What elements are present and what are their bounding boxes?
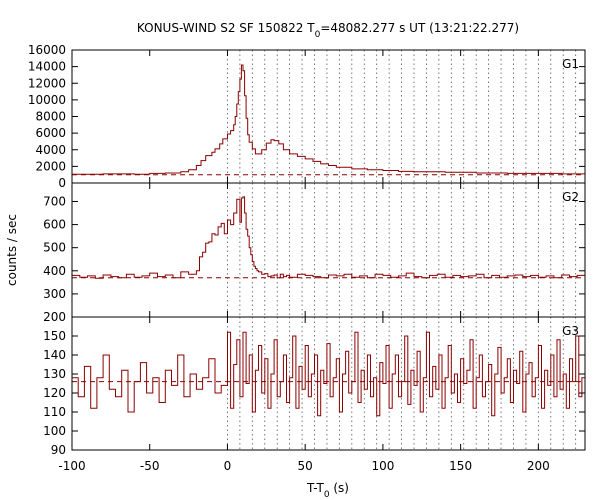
y-tick-label: 150	[43, 329, 66, 343]
light-curve-series-g3	[72, 331, 585, 417]
x-tick-label: 50	[298, 459, 313, 473]
panel-frame	[71, 49, 586, 184]
panel-g2: 200 300 400 500 600 700 G2	[43, 182, 586, 324]
y-tick-label: 2000	[35, 159, 66, 173]
x-tick-label: 0	[224, 459, 232, 473]
y-tick-label: 10000	[28, 93, 66, 107]
y-tick-label: 110	[43, 405, 66, 419]
y-axis-label: counts / sec	[5, 214, 19, 286]
x-tick-label: -50	[140, 459, 160, 473]
panel-frame	[71, 316, 586, 451]
x-axis-label-prefix: T-T	[306, 481, 324, 495]
chart-title: KONUS-WIND S2 SF 150822 T0=48082.277 s U…	[137, 21, 519, 40]
panel-label: G1	[562, 57, 579, 71]
x-tick-labels: -100 -50 0 50 100 150 200	[58, 459, 549, 473]
y-tick-label: 500	[43, 241, 66, 255]
panel-label: G3	[562, 324, 579, 338]
y-tick-label: 6000	[35, 126, 66, 140]
y-tick-label: 140	[43, 348, 66, 362]
panel-g3: 90 100 110 120 130 140 150 G3	[43, 316, 586, 457]
x-axis-label-subscript: 0	[324, 490, 330, 500]
y-tick-label: 12000	[28, 76, 66, 90]
y-tick-label: 0	[58, 176, 66, 190]
x-tick-label: 150	[449, 459, 472, 473]
y-tick-label: 14000	[28, 60, 66, 74]
panel-g1: 0 2000 4000 6000 8000 10000 12000 14000 16000 G1	[28, 43, 586, 190]
y-tick-label: 100	[43, 424, 66, 438]
y-tick-label: 600	[43, 218, 66, 232]
x-tick-label: 100	[371, 459, 394, 473]
y-tick-label: 90	[51, 443, 66, 457]
y-tick-label: 200	[43, 310, 66, 324]
light-curve-series-g1	[72, 64, 585, 175]
panel-label: G2	[562, 190, 579, 204]
y-tick-label: 700	[43, 194, 66, 208]
x-tick-label: -100	[58, 459, 85, 473]
x-axis-label-suffix: (s)	[330, 481, 349, 495]
y-tick-label: 400	[43, 264, 66, 278]
chart-title-prefix: KONUS-WIND S2 SF 150822 T	[137, 21, 315, 35]
x-tick-label: 200	[527, 459, 550, 473]
y-tick-label: 4000	[35, 143, 66, 157]
chart-title-suffix: =48082.277 s UT (13:21:22.277)	[320, 21, 519, 35]
y-tick-label: 130	[43, 367, 66, 381]
y-tick-label: 120	[43, 386, 66, 400]
y-tick-label: 300	[43, 287, 66, 301]
panel-frame	[71, 182, 586, 318]
y-tick-label: 16000	[28, 43, 66, 57]
y-tick-label: 8000	[35, 110, 66, 124]
x-axis-label: T-T0 (s)	[306, 481, 349, 500]
light-curve-series-g2	[72, 196, 586, 279]
chart-title-subscript: 0	[315, 30, 321, 40]
